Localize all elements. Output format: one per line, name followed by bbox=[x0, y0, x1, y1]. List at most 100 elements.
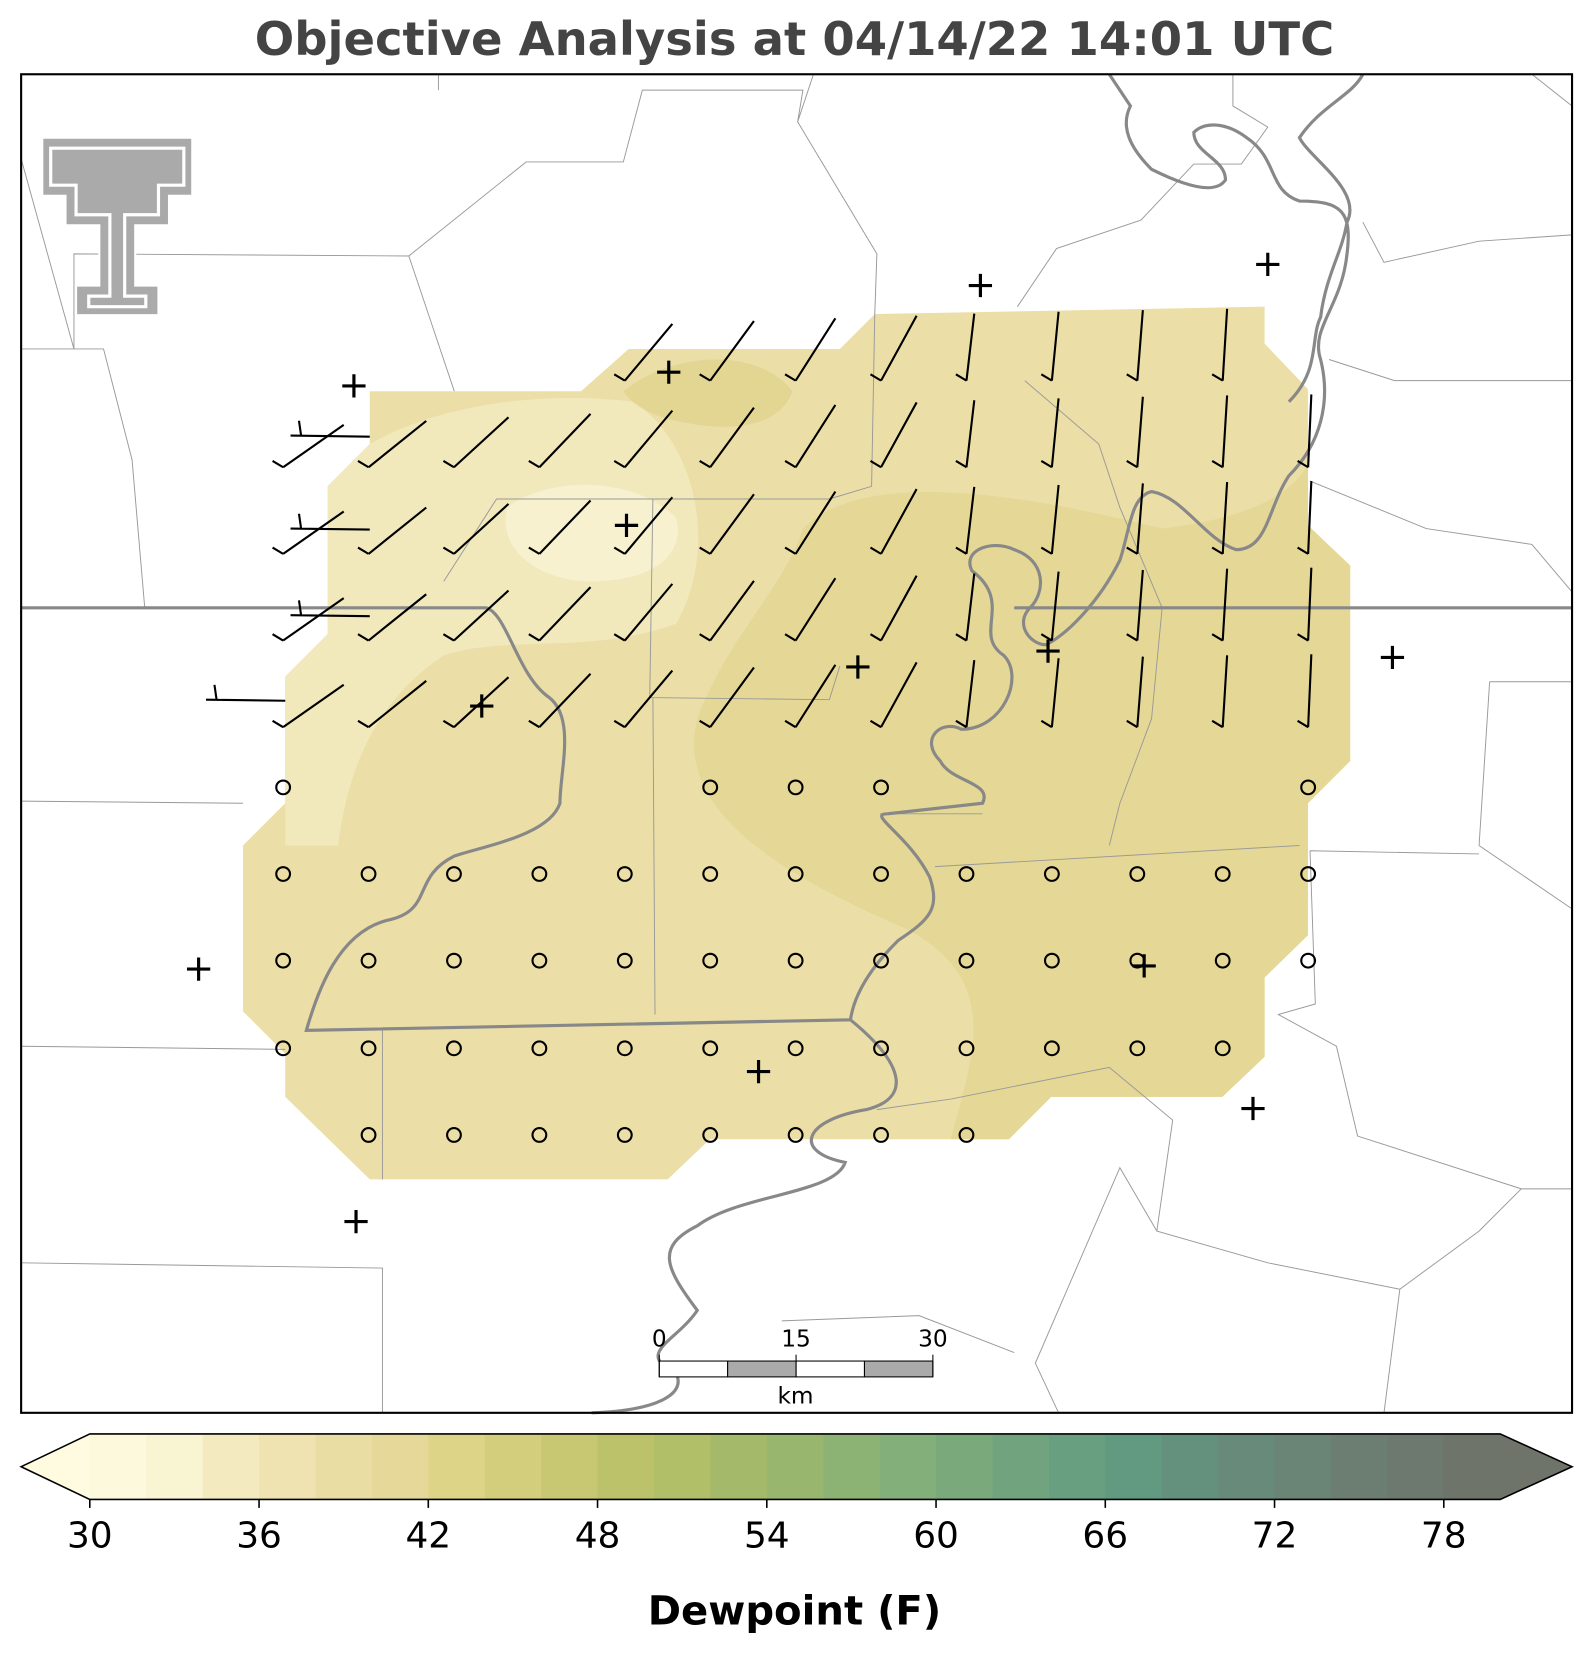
colorbar-cell bbox=[315, 1433, 373, 1500]
wind-barb bbox=[272, 597, 345, 642]
wind-barb bbox=[955, 313, 976, 382]
calm-station bbox=[1129, 1040, 1146, 1057]
state-line bbox=[21, 73, 1573, 1415]
colorbar-cell bbox=[653, 1433, 711, 1500]
colorbar-cell bbox=[710, 1433, 768, 1500]
stations bbox=[186, 252, 1405, 1234]
scale-segment bbox=[795, 1360, 865, 1378]
station-plus bbox=[1380, 645, 1405, 670]
wind-barb bbox=[869, 315, 918, 382]
wind-barb bbox=[699, 320, 755, 382]
wind-barb bbox=[1040, 311, 1060, 382]
calm-station bbox=[446, 1040, 462, 1057]
calm-station bbox=[531, 952, 548, 969]
calm-station bbox=[787, 952, 804, 969]
wind-barb bbox=[784, 664, 837, 729]
scale-unit: km bbox=[777, 1382, 813, 1409]
calm-station bbox=[1300, 952, 1317, 969]
colorbar-cell bbox=[1274, 1433, 1332, 1500]
station-plus bbox=[657, 360, 681, 384]
wind-barb bbox=[869, 661, 918, 729]
colorbar-cell bbox=[1387, 1433, 1445, 1500]
colorbar-cell bbox=[371, 1433, 429, 1500]
calm-station bbox=[275, 1040, 292, 1057]
field-contour bbox=[694, 465, 1351, 1140]
wind-barb bbox=[613, 496, 674, 555]
wind-barb bbox=[1211, 655, 1229, 729]
station-plus bbox=[746, 1059, 771, 1084]
calm-station bbox=[1043, 866, 1060, 882]
wind-barb bbox=[784, 490, 837, 555]
colorbar-outline bbox=[19, 1433, 1574, 1501]
colorbar-cell bbox=[1330, 1433, 1388, 1500]
station-plus bbox=[1256, 252, 1280, 277]
colorbar-tick-label: 48 bbox=[575, 1515, 621, 1556]
wind-barb bbox=[699, 580, 755, 642]
colorbar-extend-low bbox=[21, 1433, 90, 1500]
calm-station bbox=[531, 866, 548, 882]
calm-station bbox=[873, 779, 889, 796]
wind-barb bbox=[1297, 394, 1313, 469]
calm-station bbox=[275, 866, 292, 882]
colorbar-cell bbox=[202, 1433, 260, 1500]
wind-barb bbox=[869, 401, 918, 469]
station-plus bbox=[186, 957, 211, 981]
calm-station bbox=[616, 952, 633, 969]
colorbar-cell bbox=[259, 1433, 316, 1500]
station-plus bbox=[1036, 639, 1060, 663]
map bbox=[20, 73, 1574, 1415]
wind-barb bbox=[784, 404, 837, 469]
calm-station bbox=[702, 779, 719, 796]
colorbar-label: Dewpoint (F) bbox=[648, 1589, 941, 1635]
wind-barb bbox=[1126, 656, 1144, 729]
colorbar-extend-high bbox=[1500, 1433, 1573, 1500]
wind-barb bbox=[1040, 571, 1060, 642]
colorbar-cell bbox=[1443, 1433, 1501, 1500]
wind-barb bbox=[528, 673, 592, 729]
colorbar-cell bbox=[1218, 1433, 1276, 1500]
calm-station bbox=[1129, 866, 1146, 882]
wind-barb bbox=[699, 493, 755, 555]
calm-station bbox=[275, 952, 292, 969]
colorbar-cell bbox=[1048, 1433, 1106, 1500]
calm-station bbox=[702, 1127, 719, 1143]
calm-station bbox=[958, 952, 975, 969]
station-plus bbox=[1132, 954, 1156, 978]
scale-tick-label: 30 bbox=[918, 1325, 948, 1352]
wind-barb bbox=[1126, 310, 1144, 382]
wind-barb bbox=[442, 416, 510, 469]
calm-station bbox=[958, 866, 975, 882]
calm-station bbox=[446, 1127, 462, 1143]
wind-barb bbox=[955, 400, 976, 469]
wind-barb bbox=[1126, 569, 1144, 642]
scale-segment bbox=[727, 1360, 797, 1378]
station-plus bbox=[614, 513, 639, 537]
wind-barb bbox=[613, 669, 674, 729]
colorbar-tick-label: 78 bbox=[1421, 1515, 1467, 1556]
colorbar-cell bbox=[428, 1433, 486, 1500]
colorbar-cell bbox=[992, 1433, 1050, 1500]
colorbar-cell bbox=[1161, 1433, 1219, 1500]
colorbar-cell bbox=[146, 1433, 204, 1500]
calm-station bbox=[1214, 952, 1231, 969]
wind-barb bbox=[1211, 568, 1229, 642]
field-contour bbox=[623, 359, 793, 427]
calm-station bbox=[787, 1040, 804, 1057]
wind-barb bbox=[613, 583, 674, 642]
colorbar-cell bbox=[541, 1433, 599, 1500]
calm-station bbox=[787, 866, 804, 882]
colorbar-cell bbox=[484, 1433, 542, 1500]
scale-tick-label: 15 bbox=[781, 1325, 811, 1352]
calm-station bbox=[360, 1127, 377, 1143]
calm-station bbox=[1214, 1040, 1231, 1057]
wind-barb bbox=[1211, 308, 1229, 382]
wind-barb bbox=[1126, 396, 1144, 469]
calm-station bbox=[873, 952, 889, 969]
colorbar-cell bbox=[89, 1433, 147, 1500]
calm-station bbox=[531, 1040, 548, 1057]
colorbar-cell bbox=[823, 1433, 881, 1500]
wind-barb bbox=[528, 413, 592, 469]
wind-barb bbox=[613, 409, 674, 469]
wind-barb bbox=[442, 503, 510, 555]
